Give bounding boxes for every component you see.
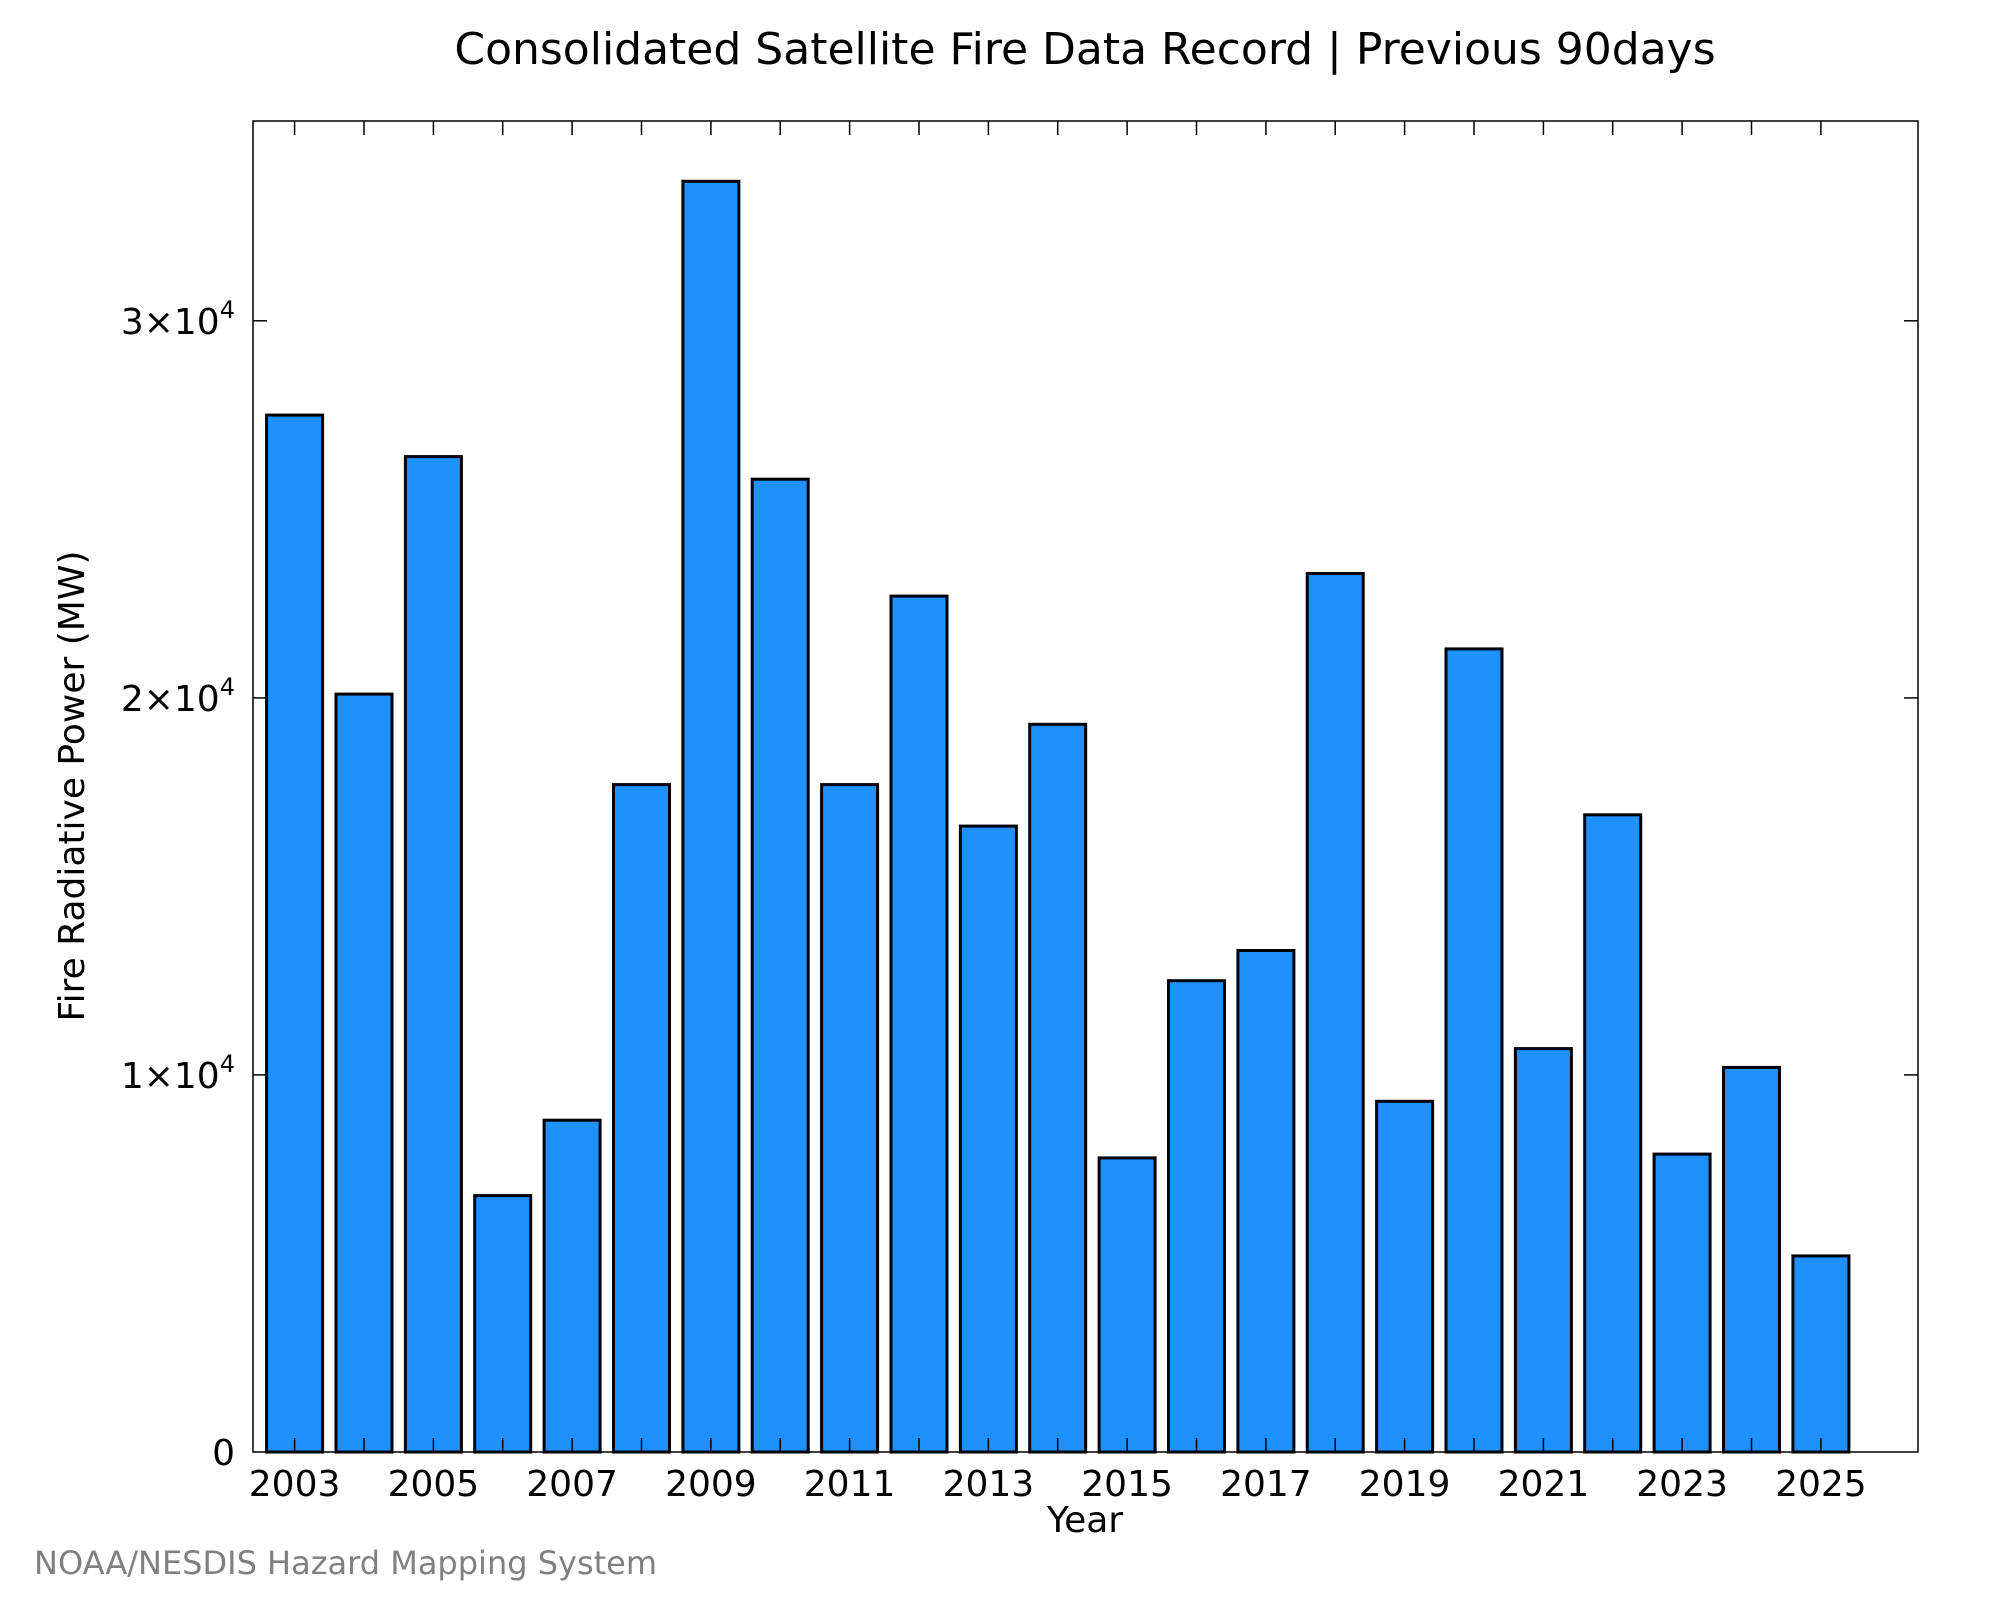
- bar-2006: [473, 1194, 533, 1454]
- bars-group: [265, 179, 1851, 1454]
- bar-2004: [334, 692, 394, 1454]
- bar-2020: [1444, 647, 1504, 1454]
- bar-2021: [1513, 1047, 1573, 1454]
- x-tick-label-2023: 2023: [1636, 1464, 1728, 1505]
- x-tick-label-2011: 2011: [804, 1464, 896, 1505]
- bar-2022: [1583, 813, 1643, 1454]
- bar-2011: [820, 783, 880, 1454]
- bar-2007: [542, 1118, 602, 1454]
- x-tick-label-2013: 2013: [943, 1464, 1035, 1505]
- bar-2003: [265, 413, 325, 1454]
- bar-2018: [1305, 572, 1365, 1454]
- bar-2010: [750, 477, 810, 1454]
- bar-2015: [1097, 1156, 1157, 1454]
- y-tick-label-20000: 2×104: [121, 673, 235, 720]
- x-axis-label: Year: [1046, 1500, 1123, 1541]
- y-axis: 0 1×104 2×104 3×104: [121, 296, 1918, 1474]
- x-tick-label-2017: 2017: [1220, 1464, 1312, 1505]
- x-tick-label-2021: 2021: [1498, 1464, 1590, 1505]
- bar-2013: [958, 824, 1018, 1454]
- bar-2019: [1375, 1099, 1435, 1454]
- y-tick-label-30000: 3×104: [121, 296, 235, 343]
- bar-2023: [1652, 1152, 1712, 1454]
- plot-frame: [252, 120, 1919, 1453]
- y-tick-label-0: 0: [212, 1433, 235, 1474]
- bar-2025: [1791, 1254, 1851, 1454]
- bar-2005: [403, 455, 463, 1454]
- bar-2017: [1236, 949, 1296, 1454]
- x-tick-label-2015: 2015: [1081, 1464, 1173, 1505]
- bar-2009: [681, 179, 741, 1454]
- x-tick-label-2009: 2009: [665, 1464, 757, 1505]
- chart-title: Consolidated Satellite Fire Data Record …: [454, 24, 1715, 75]
- credit-text: NOAA/NESDIS Hazard Mapping System: [34, 1544, 657, 1582]
- x-tick-label-2003: 2003: [249, 1464, 341, 1505]
- x-tick-label-2005: 2005: [388, 1464, 480, 1505]
- x-tick-label-2007: 2007: [526, 1464, 618, 1505]
- y-axis-label: Fire Radiative Power (MW): [52, 551, 93, 1022]
- bar-2024: [1722, 1065, 1781, 1454]
- x-tick-label-2019: 2019: [1359, 1464, 1451, 1505]
- bar-2012: [889, 594, 949, 1454]
- x-axis: 2003 2005 2007 2009 2011 2013 2015 2017 2019 2021…: [249, 121, 1867, 1505]
- x-tick-label-2025: 2025: [1775, 1464, 1867, 1505]
- y-tick-label-10000: 1×104: [121, 1050, 235, 1097]
- bar-2008: [612, 783, 671, 1454]
- bar-2016: [1167, 979, 1226, 1454]
- bar-2014: [1028, 722, 1088, 1454]
